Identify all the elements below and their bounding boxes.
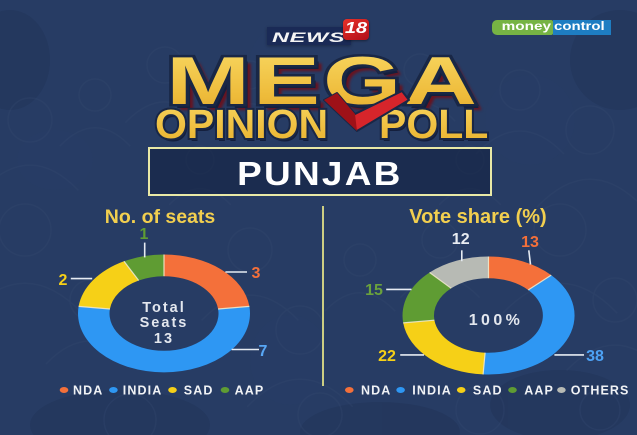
svg-text:INDIA: INDIA [123,384,163,398]
svg-text:SAD: SAD [473,384,503,398]
svg-text:AAP: AAP [235,384,265,398]
svg-text:13: 13 [521,234,539,251]
svg-text:OTHERS: OTHERS [571,384,630,398]
svg-text:2: 2 [59,272,68,289]
svg-text:NDA: NDA [361,384,391,398]
svg-text:INDIA: INDIA [412,384,452,398]
svg-text:SAD: SAD [184,384,214,398]
svg-text:100%: 100% [469,312,524,329]
svg-text:Seats: Seats [140,315,189,331]
svg-text:12: 12 [452,231,470,248]
svg-text:15: 15 [365,282,383,299]
svg-text:AAP: AAP [524,384,554,398]
svg-text:1: 1 [140,226,149,243]
svg-text:7: 7 [259,343,268,360]
svg-text:3: 3 [252,265,261,282]
svg-text:Total: Total [142,300,186,316]
svg-text:38: 38 [586,348,604,365]
svg-text:22: 22 [378,348,396,365]
svg-text:13: 13 [154,331,174,347]
svg-text:NDA: NDA [73,384,103,398]
